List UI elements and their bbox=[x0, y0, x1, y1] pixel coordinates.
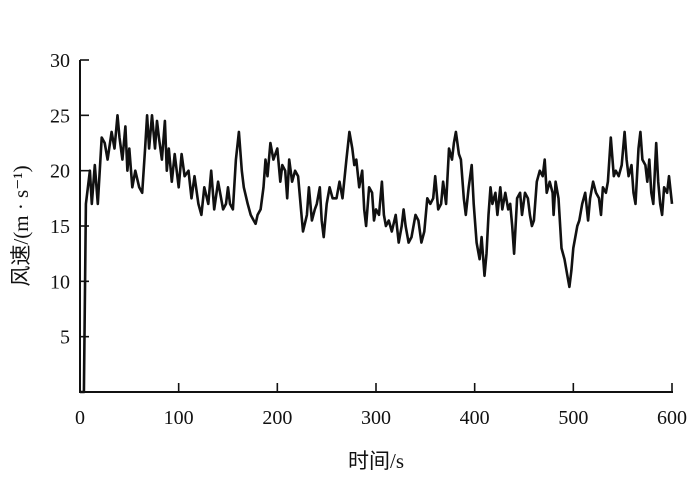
x-tick-label: 600 bbox=[657, 407, 687, 429]
y-tick-label: 20 bbox=[50, 161, 70, 183]
x-tick-label: 200 bbox=[262, 407, 292, 429]
x-tick-label: 100 bbox=[164, 407, 194, 429]
y-tick-label: 25 bbox=[50, 105, 70, 127]
y-tick-label: 5 bbox=[60, 327, 70, 349]
x-tick-label: 300 bbox=[361, 407, 391, 429]
series-line bbox=[80, 114, 674, 394]
y-tick-label: 10 bbox=[50, 271, 70, 293]
x-axis-label: 时间/s bbox=[348, 449, 404, 473]
y-tick-label: 30 bbox=[50, 50, 70, 72]
ticks: 0 100 200 300 400 500 600 5 10 15 20 25 30 bbox=[50, 50, 687, 429]
x-tick-label: 500 bbox=[558, 407, 588, 429]
y-axis-label: 风速/(m · s⁻¹) bbox=[9, 165, 33, 286]
x-tick-label: 400 bbox=[460, 407, 490, 429]
y-tick-label: 15 bbox=[50, 216, 70, 238]
x-tick-label: 0 bbox=[75, 407, 85, 429]
axes bbox=[79, 60, 673, 393]
